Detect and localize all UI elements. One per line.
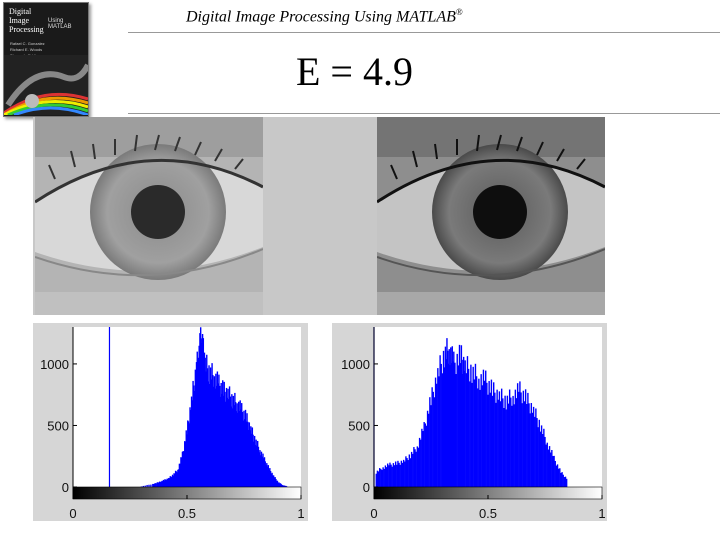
running-title: Digital Image Processing Using MATLAB®	[186, 7, 463, 26]
y-tick-label: 0	[363, 480, 370, 495]
y-tick-label: 1000	[40, 357, 69, 372]
book-author: Richard E. Woods	[10, 47, 43, 52]
book-cover: Digital Image Processing Using MATLAB Ra…	[3, 2, 89, 117]
book-author: Rafael C. Gonzalez	[10, 41, 45, 46]
registered-mark: ®	[455, 7, 463, 17]
y-tick-label: 500	[47, 418, 69, 433]
entropy-equation: E = 4.9	[296, 49, 413, 94]
x-tick-label: 0	[370, 506, 377, 521]
y-tick-label: 0	[62, 480, 69, 495]
histogram-original: 0 500 1000 0 0.5 1	[33, 323, 308, 521]
x-tick-label: 0.5	[178, 506, 196, 521]
x-tick-label: 1	[598, 506, 605, 521]
histogram-enhanced: 0 500 1000 0 0.5 1	[332, 323, 607, 521]
eye-image-original	[35, 117, 263, 315]
y-tick-label: 1000	[341, 357, 370, 372]
book-subtitle: Using MATLAB	[48, 18, 72, 30]
header-rule	[128, 32, 720, 33]
x-tick-label: 0	[69, 506, 76, 521]
book-title: Digital Image Processing	[9, 7, 44, 34]
header-rule-lower	[128, 113, 720, 114]
eye-image-enhanced	[377, 117, 605, 315]
y-tick-label: 500	[348, 418, 370, 433]
histogram-enhanced-plot: 0 500 1000 0 0.5 1	[341, 327, 606, 521]
x-tick-label: 1	[297, 506, 304, 521]
book-cover-art	[4, 55, 88, 115]
histogram-original-plot: 0 500 1000 0 0.5 1	[40, 327, 305, 521]
x-tick-label: 0.5	[479, 506, 497, 521]
